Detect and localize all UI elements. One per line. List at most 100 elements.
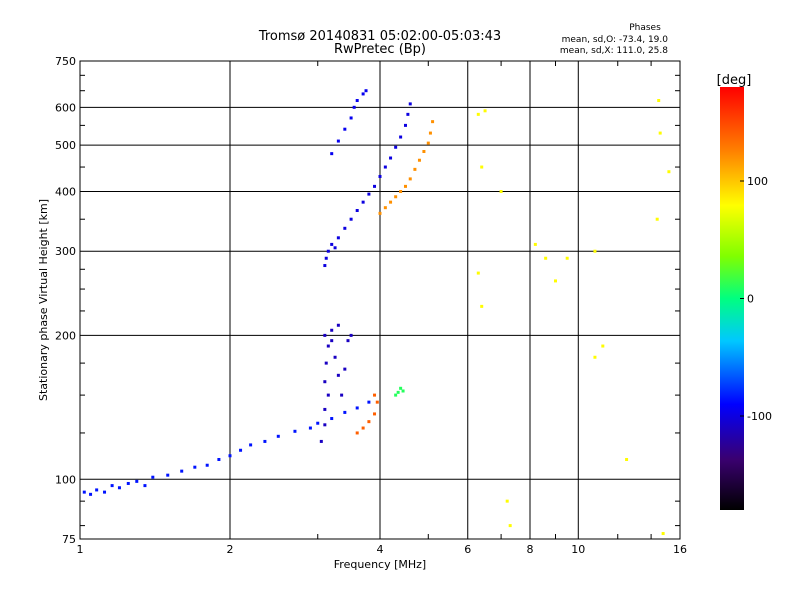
data-point <box>403 123 407 127</box>
data-point <box>428 131 432 135</box>
phases-label: Phases <box>629 23 661 33</box>
data-point <box>330 328 334 332</box>
data-point <box>426 141 430 145</box>
data-point <box>180 469 184 473</box>
data-point <box>383 165 387 169</box>
chart-title-line2: RwPretec (Bp) <box>334 42 426 57</box>
data-point <box>330 339 334 343</box>
data-point <box>655 217 659 221</box>
data-point <box>82 490 86 494</box>
data-point <box>316 421 320 425</box>
data-point <box>308 426 312 430</box>
data-point <box>364 89 368 93</box>
data-point <box>480 165 484 169</box>
data-point <box>323 380 327 384</box>
data-point <box>367 192 371 196</box>
data-point <box>333 355 337 359</box>
colorbar-ticks: 100 0 -100 <box>740 175 772 423</box>
data-point <box>399 135 403 139</box>
data-point <box>667 170 671 174</box>
data-point <box>394 145 398 149</box>
data-point <box>349 217 353 221</box>
data-point <box>151 475 155 479</box>
data-point <box>340 393 344 397</box>
colorbar-label: [deg] <box>717 73 752 88</box>
data-point <box>330 152 334 156</box>
data-point <box>330 417 334 421</box>
data-point <box>480 304 484 308</box>
data-point <box>399 189 403 193</box>
data-point <box>505 499 509 503</box>
x-tick-label: 8 <box>527 543 534 556</box>
data-point <box>355 406 359 410</box>
data-point <box>89 492 93 496</box>
data-point <box>333 246 337 250</box>
y-tick-label: 100 <box>55 473 76 486</box>
y-tick-label: 75 <box>62 533 76 546</box>
data-point <box>403 184 407 188</box>
data-point <box>276 434 280 438</box>
data-point <box>95 488 99 492</box>
plot-frame <box>79 60 681 540</box>
colorbar-tick-label: -100 <box>747 410 772 423</box>
data-point <box>378 211 382 215</box>
data-point <box>352 105 356 109</box>
data-point <box>378 174 382 178</box>
data-point <box>263 439 267 443</box>
data-point <box>346 339 350 343</box>
data-point <box>422 149 426 153</box>
data-point <box>336 236 340 240</box>
data-point <box>389 200 393 204</box>
data-point <box>103 490 107 494</box>
data-point <box>323 407 327 411</box>
x-tick-label: 4 <box>377 543 384 556</box>
data-point <box>143 484 147 488</box>
data-point <box>553 279 557 283</box>
colorbar-tick-label: 0 <box>747 293 754 306</box>
y-tick-label: 400 <box>55 185 76 198</box>
data-point <box>361 200 365 204</box>
data-point <box>499 189 503 193</box>
chart-title-line1: Tromsø 20140831 05:02:00-05:03:43 <box>258 29 501 44</box>
data-point <box>228 454 232 458</box>
data-point <box>336 139 340 143</box>
data-point <box>389 156 393 160</box>
data-point <box>361 92 365 96</box>
x-tick-label: 6 <box>464 543 471 556</box>
data-point <box>396 390 400 394</box>
data-point <box>323 423 327 427</box>
data-point <box>343 226 347 230</box>
colorbar-tick-label: 100 <box>747 175 768 188</box>
data-point <box>476 271 480 275</box>
grid <box>80 61 680 539</box>
data-point <box>367 420 371 424</box>
data-point <box>625 457 629 461</box>
data-point <box>394 195 398 199</box>
data-point <box>330 242 334 246</box>
data-point <box>324 361 328 365</box>
data-point <box>343 127 347 131</box>
data-point <box>431 120 435 124</box>
data-point <box>383 206 387 210</box>
data-point <box>205 463 209 467</box>
data-point <box>483 109 487 113</box>
data-point <box>326 344 330 348</box>
data-point <box>408 177 412 181</box>
y-tick-label: 200 <box>55 329 76 342</box>
data-point <box>544 256 548 260</box>
data-point <box>355 99 359 103</box>
data-point <box>399 386 403 390</box>
data-point <box>373 184 377 188</box>
data-point <box>601 344 605 348</box>
data-point <box>193 465 197 469</box>
y-axis-label: Stationary phase Virtual Height [km] <box>37 199 50 401</box>
phases-x-stats: mean, sd,X: 111.0, 25.8 <box>560 46 668 56</box>
y-tick-label: 750 <box>55 55 76 68</box>
data-point <box>508 524 512 528</box>
data-point <box>355 431 359 435</box>
data-point <box>406 112 410 116</box>
phases-o-stats: mean, sd,O: -73.4, 19.0 <box>562 35 669 45</box>
data-point <box>367 400 371 404</box>
data-point <box>349 333 353 337</box>
data-point <box>349 116 353 120</box>
